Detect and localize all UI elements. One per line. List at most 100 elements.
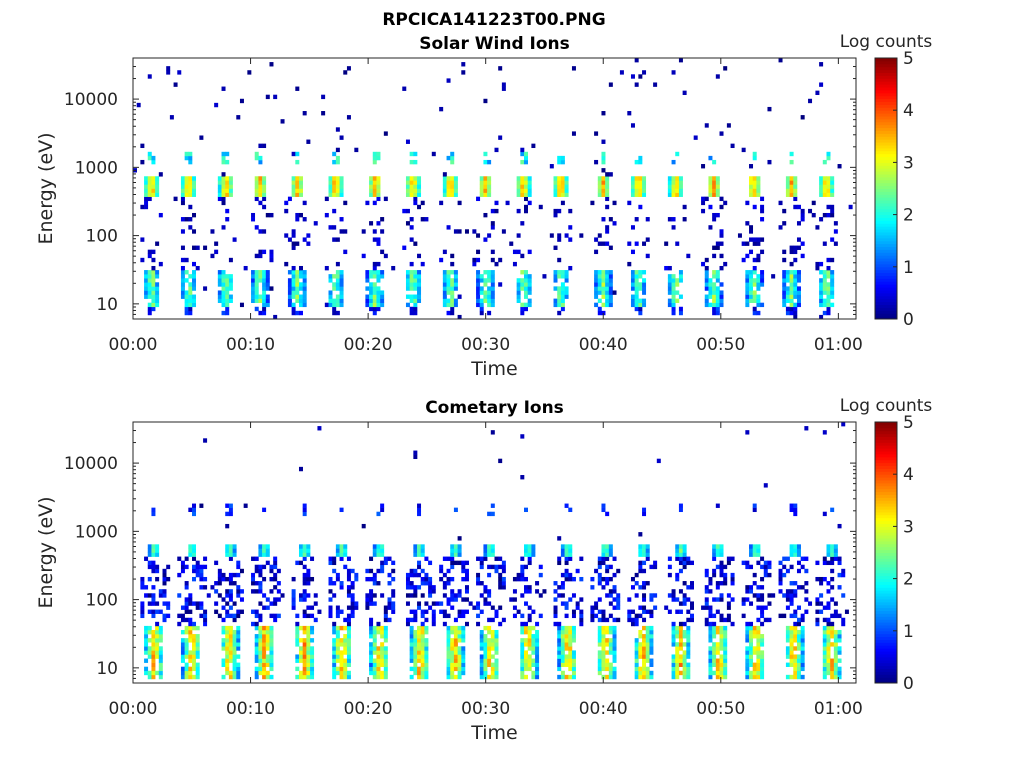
heatmap-cell [295, 188, 300, 193]
heatmap-cell [715, 306, 720, 312]
heatmap-cell [634, 593, 639, 598]
heatmap-cell [808, 601, 813, 606]
heatmap-cell [372, 572, 377, 578]
heatmap-cell [236, 646, 241, 651]
heatmap-cell [424, 666, 429, 672]
heatmap-cell [487, 302, 492, 308]
heatmap-cell [151, 597, 156, 602]
heatmap-cell [228, 589, 233, 594]
heatmap-cell [306, 654, 311, 659]
heatmap-cell [158, 666, 163, 672]
heatmap-cell [155, 625, 160, 631]
heatmap-cell [298, 646, 303, 651]
heatmap-cell [708, 184, 713, 189]
heatmap-cell [487, 552, 492, 557]
heatmap-cell [350, 593, 355, 598]
heatmap-cell [483, 212, 488, 218]
heatmap-cell [822, 192, 827, 197]
heatmap-cell [752, 670, 757, 676]
heatmap-cell [346, 576, 351, 582]
heatmap-cell [173, 196, 178, 202]
heatmap-cell [144, 556, 149, 561]
heatmap-cell [269, 654, 274, 659]
heatmap-cell [306, 572, 311, 578]
heatmap-cell [712, 159, 717, 165]
heatmap-cell [785, 306, 790, 312]
heatmap-cell [560, 625, 565, 631]
heatmap-cell [177, 621, 182, 627]
heatmap-cell [487, 294, 492, 299]
heatmap-cell [453, 666, 458, 672]
heatmap-cell [560, 176, 565, 181]
heatmap-cell [597, 564, 602, 570]
heatmap-cell [605, 172, 610, 177]
heatmap-cell [557, 257, 562, 263]
heatmap-cell [815, 560, 820, 566]
heatmap-cell [675, 241, 680, 246]
heatmap-cell [826, 646, 831, 651]
heatmap-cell [328, 225, 333, 230]
heatmap-cell [756, 176, 761, 181]
heatmap-cell [479, 634, 484, 639]
heatmap-cell [140, 159, 145, 165]
heatmap-cell [254, 196, 259, 202]
heatmap-cell [490, 511, 495, 517]
heatmap-cell [332, 192, 337, 197]
heatmap-cell [365, 593, 370, 598]
heatmap-cell [605, 196, 610, 202]
heatmap-cell [494, 638, 499, 643]
heatmap-cell [372, 261, 377, 267]
heatmap-cell [557, 180, 562, 185]
heatmap-cell [184, 290, 189, 295]
heatmap-cell [335, 642, 340, 647]
heatmap-cell [564, 625, 569, 631]
heatmap-cell [490, 249, 495, 255]
heatmap-cell [638, 176, 643, 181]
heatmap-cell [221, 270, 226, 275]
heatmap-cell [512, 249, 517, 255]
heatmap-cell [712, 302, 717, 308]
heatmap-cell [601, 666, 606, 672]
heatmap-cell [431, 589, 436, 594]
heatmap-cell [826, 634, 831, 639]
heatmap-cell [332, 556, 337, 561]
heatmap-cell [273, 564, 278, 570]
heatmap-cell [346, 670, 351, 676]
colorbar-segment [875, 176, 897, 181]
colorbar-tick-label: 0 [903, 674, 914, 694]
heatmap-cell [800, 625, 805, 631]
heatmap-cell [535, 642, 540, 647]
heatmap-cell [210, 253, 215, 259]
heatmap-cell [822, 646, 827, 651]
heatmap-cell [789, 625, 794, 631]
heatmap-cell [479, 188, 484, 193]
heatmap-cell [457, 609, 462, 614]
heatmap-cell [605, 662, 610, 667]
heatmap-cell [350, 601, 355, 606]
colorbar-segment [875, 188, 897, 192]
heatmap-cell [147, 629, 152, 635]
heatmap-cell [763, 605, 768, 610]
heatmap-cell [310, 662, 315, 667]
heatmap-cell [590, 585, 595, 590]
heatmap-cell [634, 650, 639, 655]
heatmap-cell [756, 241, 761, 246]
heatmap-cell [203, 585, 208, 590]
heatmap-cell [376, 548, 381, 553]
heatmap-cell [405, 572, 410, 578]
heatmap-cell [450, 302, 455, 308]
heatmap-cell [151, 286, 156, 291]
heatmap-cell [560, 601, 565, 606]
heatmap-cell [520, 576, 525, 582]
heatmap-cell [409, 638, 414, 643]
heatmap-cell [715, 278, 720, 283]
heatmap-cell [184, 188, 189, 193]
heatmap-cell [487, 270, 492, 275]
heatmap-cell [228, 544, 233, 549]
heatmap-cell [372, 634, 377, 639]
heatmap-cell [527, 585, 532, 590]
heatmap-cell [225, 298, 230, 303]
heatmap-cell [752, 265, 757, 271]
heatmap-cell [778, 581, 783, 586]
